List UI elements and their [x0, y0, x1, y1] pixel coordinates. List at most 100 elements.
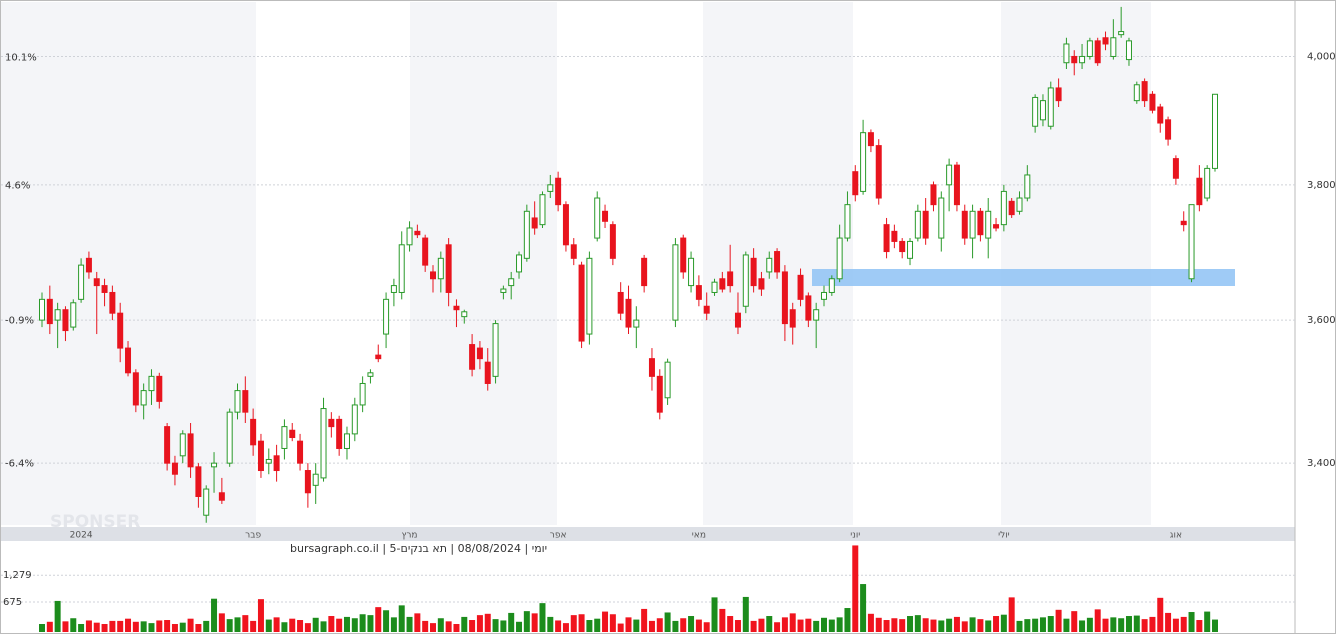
candle-body	[195, 466, 202, 497]
candle-body	[70, 302, 77, 328]
volume-bar	[899, 619, 906, 632]
y-tick-label: 3,600	[1307, 315, 1336, 326]
candle-body	[734, 312, 741, 328]
candle-body	[179, 433, 186, 457]
volume-bar	[469, 620, 476, 632]
candle-body	[109, 291, 116, 314]
candle-body	[1133, 84, 1140, 102]
volume-bar	[805, 618, 812, 632]
candle-body	[648, 358, 655, 377]
volume-bar	[70, 618, 77, 632]
candle-body	[969, 210, 976, 239]
candle-body	[993, 224, 1000, 229]
candle-body	[821, 291, 827, 300]
candle-body	[914, 210, 921, 239]
volume-bar	[398, 605, 405, 632]
volume-bar	[672, 620, 679, 632]
volume-bar	[1204, 611, 1211, 632]
volume-bar	[821, 617, 827, 632]
candle-body	[695, 285, 702, 300]
volume-bar	[844, 608, 851, 632]
volume-bar	[891, 618, 898, 632]
candle-body	[828, 278, 835, 293]
volume-bar	[688, 616, 695, 632]
volume-bar	[828, 619, 835, 632]
candle-body	[383, 298, 390, 335]
candle-body	[641, 257, 648, 287]
volume-bar	[789, 613, 796, 632]
candle-body	[985, 210, 992, 239]
volume-bar	[1102, 618, 1109, 632]
candle-body	[1079, 55, 1086, 64]
candle-body	[257, 440, 264, 472]
volume-bar	[813, 620, 820, 632]
legend-text: יומי | 08/08/2024 | תא בנקים-5 | bursagr…	[290, 542, 547, 555]
volume-bar	[414, 613, 421, 632]
volume-bar	[1118, 618, 1125, 632]
y-tick-label: 3,400	[1307, 458, 1336, 469]
x-tick-label: מאי	[692, 531, 706, 541]
volume-bar	[547, 616, 554, 632]
candle-body	[469, 344, 476, 370]
candle-body	[437, 257, 444, 280]
volume-bar	[359, 614, 366, 632]
volume-bar	[328, 616, 335, 632]
candle-body	[234, 390, 241, 413]
candle-body	[85, 257, 92, 273]
candle-body	[531, 217, 538, 229]
volume-bar	[101, 624, 108, 632]
candle-body	[273, 455, 280, 472]
candle-body	[555, 177, 562, 206]
candle-body	[562, 204, 569, 246]
candle-body	[805, 295, 812, 321]
candle-body	[476, 347, 483, 360]
candle-body	[742, 254, 749, 307]
candle-body	[461, 311, 468, 318]
volume-bar	[570, 615, 577, 632]
volume-bar	[1141, 619, 1148, 632]
candle-body	[46, 298, 53, 325]
volume-bar	[461, 616, 468, 632]
volume-bar	[1165, 612, 1172, 632]
volume-bar	[140, 621, 147, 632]
candle-body	[946, 164, 953, 186]
volume-bar	[633, 619, 640, 632]
candle-body	[54, 309, 61, 321]
candle-body	[953, 164, 960, 206]
candle-body	[218, 492, 225, 501]
candle-body	[1055, 87, 1062, 102]
x-tick-label: אפר	[550, 531, 567, 541]
volume-bar	[257, 599, 264, 632]
candle-body	[1008, 200, 1015, 216]
volume-bar	[46, 621, 53, 632]
candle-body	[375, 354, 382, 360]
candle-body	[938, 197, 945, 239]
volume-bar	[594, 618, 601, 632]
candle-body	[500, 288, 507, 293]
month-band	[410, 2, 557, 525]
candle-body	[406, 227, 413, 246]
volume-bar	[1063, 618, 1070, 632]
candle-body	[1180, 220, 1187, 226]
candle-body	[867, 132, 874, 147]
candle-body	[594, 197, 601, 239]
candle-body	[1204, 167, 1211, 199]
volume-bar	[39, 624, 45, 632]
month-band	[1, 2, 256, 525]
candle-body	[750, 257, 757, 287]
volume-bar	[320, 621, 327, 632]
volume-bar	[508, 612, 515, 632]
volume-bar	[1188, 612, 1195, 632]
volume-bar	[734, 620, 741, 632]
volume-bar	[852, 545, 859, 632]
volume-bar	[609, 614, 616, 632]
candle-body	[1016, 197, 1023, 212]
volume-bar	[476, 615, 483, 632]
candle-body	[516, 254, 523, 273]
volume-bar	[297, 620, 304, 632]
volume-bar	[1196, 620, 1203, 632]
volume-bar	[93, 622, 100, 632]
volume-bar	[171, 624, 178, 632]
candle-body	[664, 361, 671, 399]
